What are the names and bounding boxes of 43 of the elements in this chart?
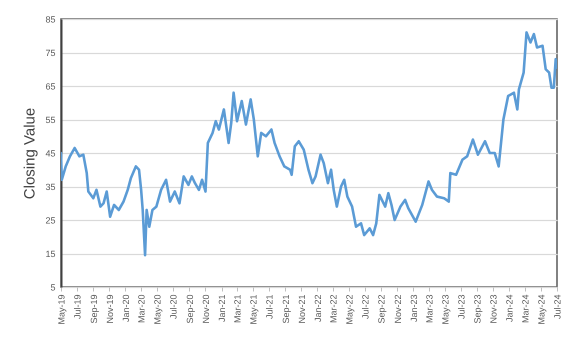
x-tick-label: Nov-21 bbox=[296, 294, 307, 324]
line-series bbox=[61, 31, 557, 256]
x-tick-label: Mar-24 bbox=[520, 294, 530, 324]
y-tick-label: 45 bbox=[45, 148, 56, 158]
x-tick-label: Nov-23 bbox=[488, 294, 499, 324]
x-tick-label: Jul-24 bbox=[552, 294, 562, 320]
y-tick-label: 15 bbox=[45, 249, 56, 259]
x-tick-label: Nov-22 bbox=[392, 294, 403, 324]
x-tick-label: Nov-20 bbox=[200, 294, 211, 324]
x-tick-label: Jul-22 bbox=[360, 294, 370, 320]
x-tick-label: Jan-22 bbox=[312, 294, 323, 322]
x-tick-label: Sep-20 bbox=[184, 294, 195, 324]
y-axis-title: Closing Value bbox=[21, 108, 38, 200]
x-tick-label: Jul-19 bbox=[72, 294, 83, 320]
x-tick-label: Nov-19 bbox=[104, 294, 115, 324]
x-tick-label: Jan-20 bbox=[120, 294, 131, 322]
x-tick-label: May-21 bbox=[248, 294, 259, 325]
x-tick-label: Jul-21 bbox=[264, 294, 275, 320]
y-tick-label: 55 bbox=[45, 115, 56, 125]
y-tick-label: 5 bbox=[50, 282, 56, 292]
y-tick-label: 35 bbox=[45, 182, 56, 192]
x-tick-label: Mar-23 bbox=[424, 294, 434, 324]
y-tick-label: 65 bbox=[45, 82, 56, 92]
y-tick-label: 85 bbox=[45, 14, 56, 24]
x-tick-label: Sep-23 bbox=[472, 294, 483, 324]
x-tick-label: Jan-21 bbox=[217, 294, 228, 322]
x-tick-label: Sep-21 bbox=[280, 294, 291, 324]
x-tick-label: Sep-19 bbox=[88, 294, 99, 324]
x-tick-label: May-19 bbox=[56, 294, 66, 325]
x-tick-label: Jan-23 bbox=[408, 294, 419, 322]
x-tick-label: Mar-22 bbox=[328, 294, 338, 324]
x-tick-label: May-23 bbox=[440, 294, 450, 325]
x-tick-label: May-24 bbox=[536, 294, 546, 325]
x-tick-label: Mar-21 bbox=[232, 294, 243, 324]
x-tick-label: Jan-24 bbox=[504, 294, 515, 322]
x-tick-label: Mar-20 bbox=[136, 294, 147, 324]
y-tick-label: 75 bbox=[45, 48, 56, 58]
y-tick-label: 25 bbox=[45, 216, 56, 226]
x-tick-label: Jul-23 bbox=[456, 294, 466, 320]
x-tick-label: Jul-20 bbox=[168, 294, 179, 320]
x-tick-label: May-22 bbox=[344, 294, 354, 325]
x-tick-label: May-20 bbox=[152, 294, 163, 325]
x-tick-label: Sep-22 bbox=[376, 294, 387, 324]
